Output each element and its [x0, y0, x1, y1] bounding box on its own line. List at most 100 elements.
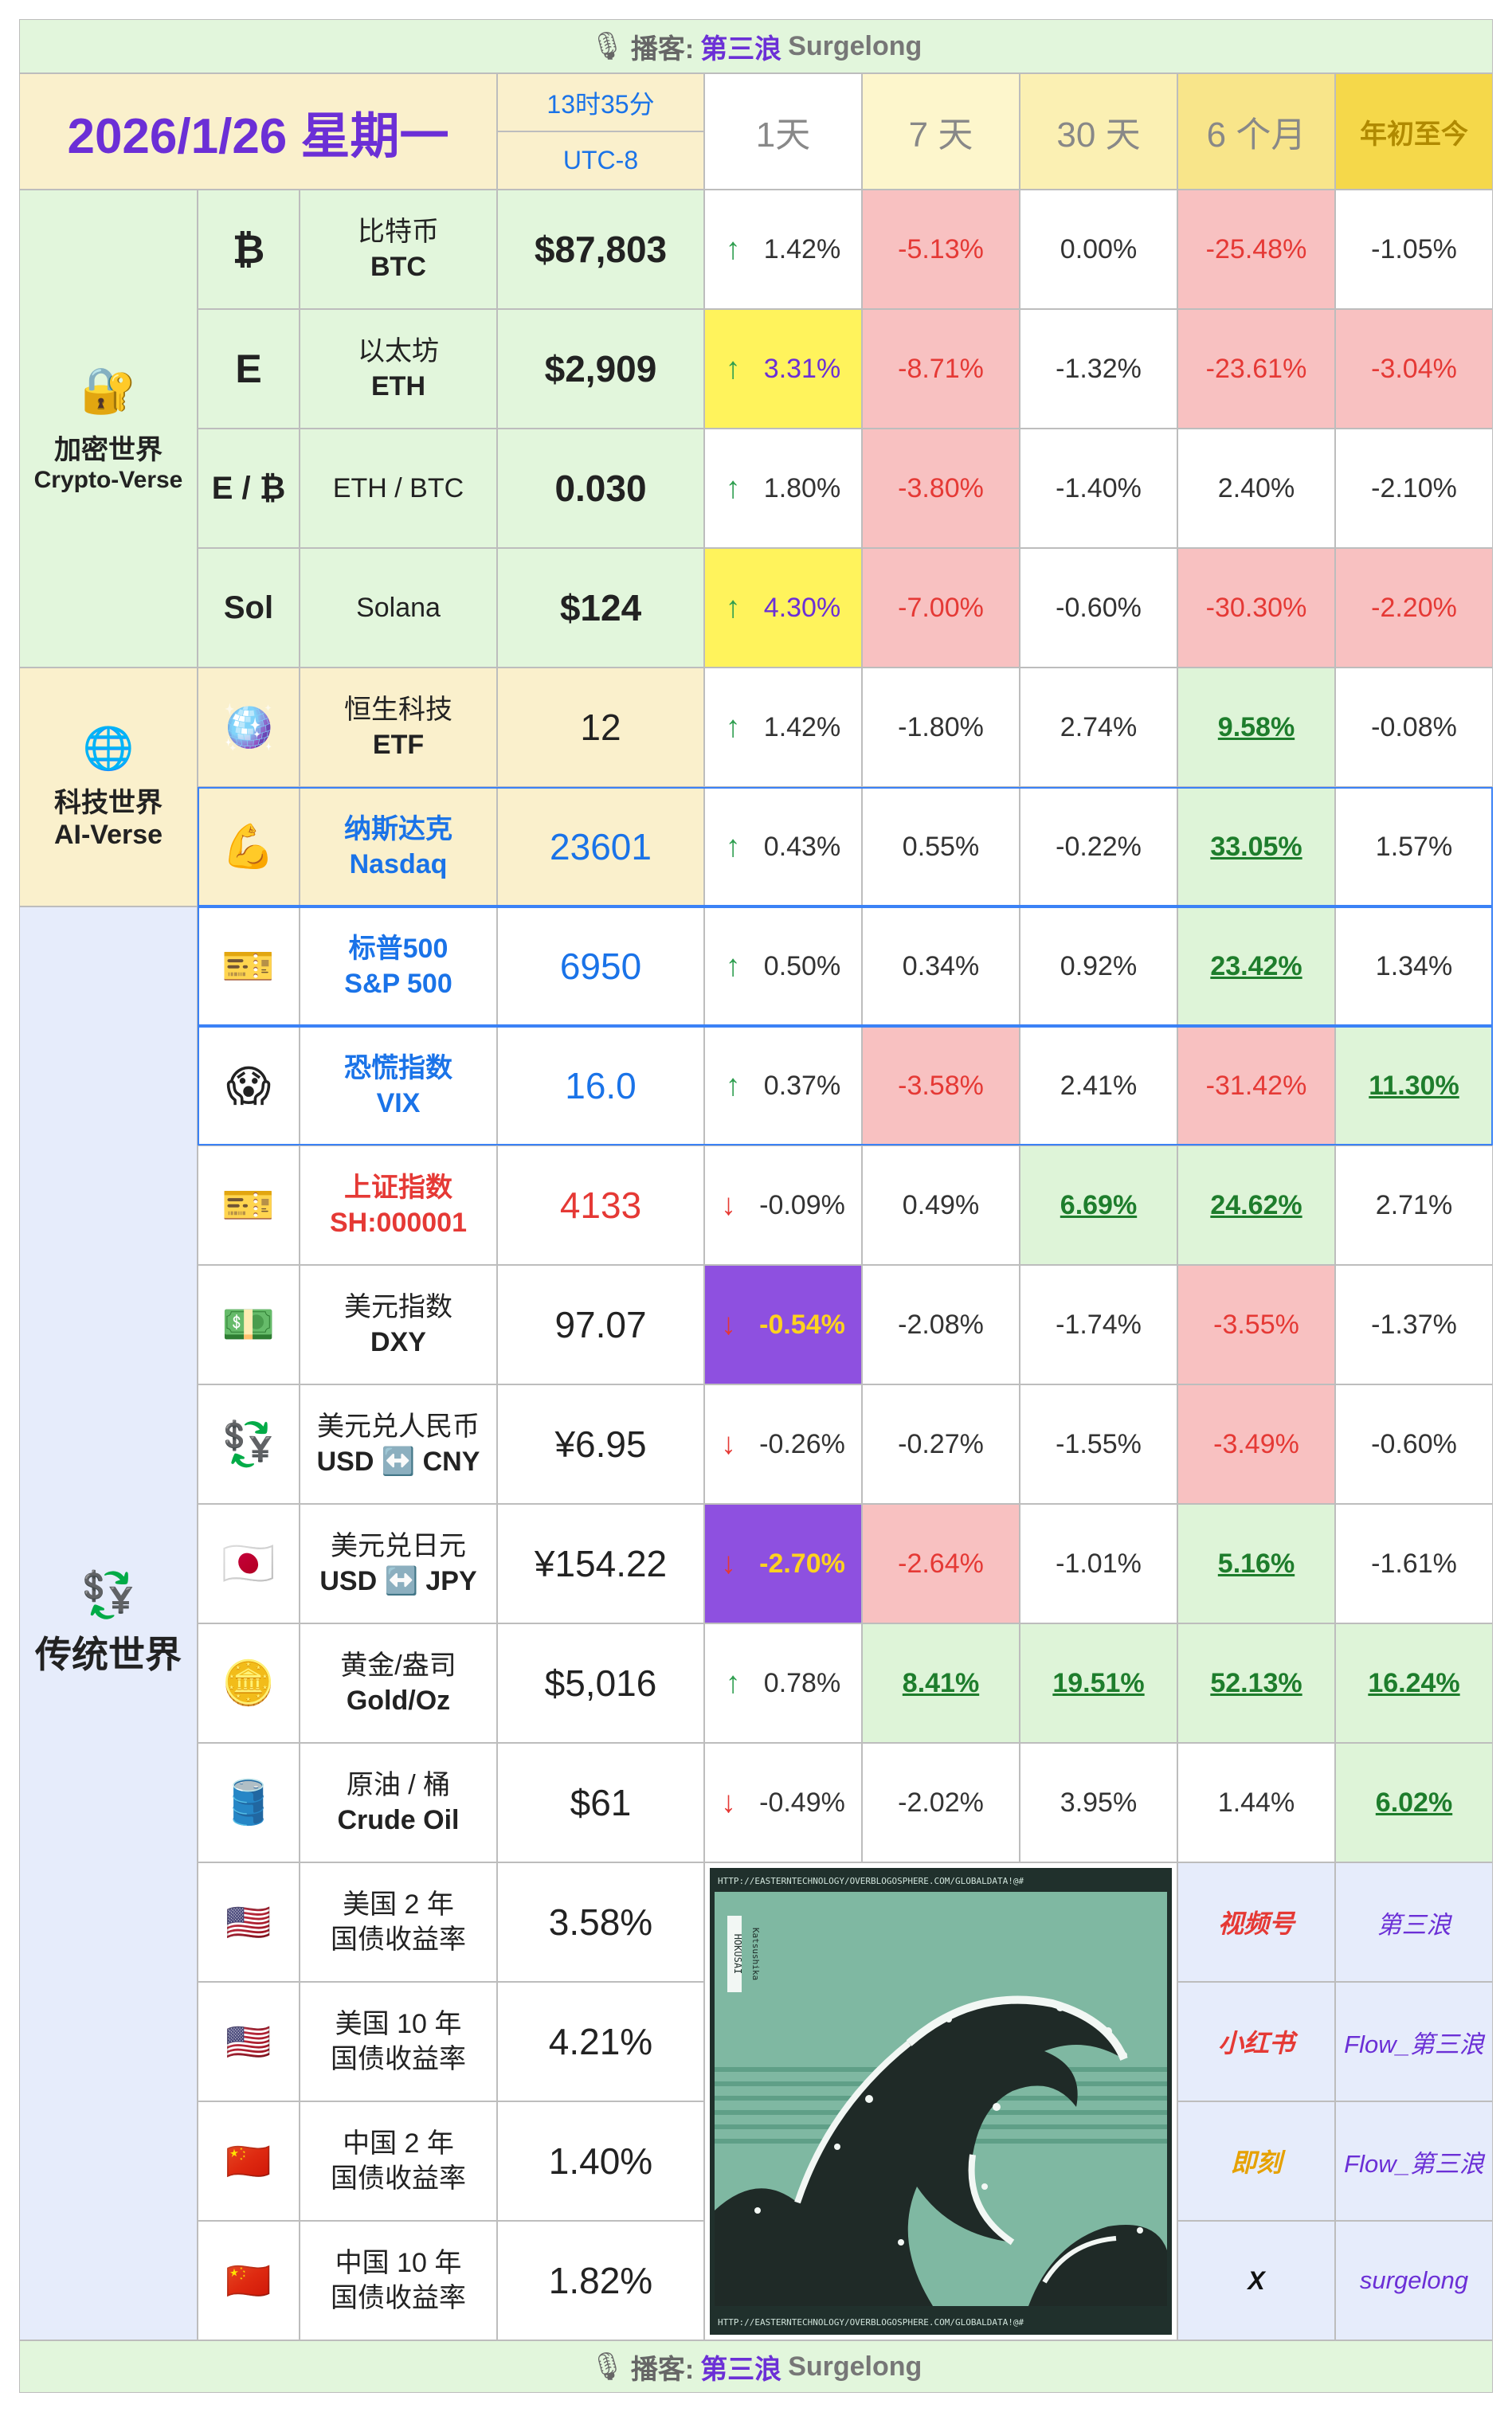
change-value: 0.55% [902, 831, 980, 862]
asset-symbol: Nasdaq [349, 849, 448, 879]
china-flag-icon: 🇨🇳 [225, 2259, 272, 2301]
change-cell: -0.08% [1335, 668, 1493, 787]
date-text: 2026/1/26 星期一 [67, 109, 449, 164]
change-value: 0.49% [902, 1189, 980, 1220]
arrow-up-icon: ↑ [725, 471, 741, 505]
asset-name-cell: 美元兑人民币 USD ↔️ CNY [300, 1384, 497, 1504]
asset-value-cell: 16.0 [497, 1026, 704, 1145]
section-tech-cn: 科技世界 [54, 787, 163, 818]
change-cell: -7.00% [862, 548, 1020, 668]
social-platform: X [1248, 2265, 1265, 2295]
timezone-text: UTC-8 [562, 146, 639, 174]
change-value: 0.92% [1060, 950, 1138, 981]
disco-ball-icon: 🪩 [221, 703, 276, 751]
social-handle-link[interactable]: Flow_第三浪 [1344, 2149, 1484, 2178]
asset-value: ¥154.22 [534, 1543, 668, 1584]
arrow-down-icon: ↓ [721, 1427, 737, 1461]
change-value: -5.13% [898, 233, 984, 264]
asset-symbol: BTC [370, 252, 426, 282]
change-value: -2.70% [759, 1548, 845, 1579]
asset-symbol: S&P 500 [344, 969, 452, 999]
period-header: 30 天 [1020, 73, 1177, 190]
bond-subtitle: 国债收益率 [331, 2163, 466, 2194]
change-value: -31.42% [1205, 1070, 1307, 1101]
change-cell: 16.24% [1335, 1623, 1493, 1743]
social-platform: 即刻 [1230, 2148, 1282, 2177]
social-handle-cell[interactable]: Flow_第三浪 [1335, 1982, 1493, 2101]
change-cell: ↓ -0.49% [704, 1743, 862, 1862]
bond-value-cell: 3.58% [497, 1862, 704, 1982]
asset-value-cell: 97.07 [497, 1265, 704, 1384]
asset-symbol: Gold/Oz [346, 1686, 451, 1716]
change-value: -7.00% [898, 592, 984, 623]
bond-icon-cell: 🇺🇸 [198, 1862, 300, 1982]
bond-name-cell: 中国 10 年国债收益率 [300, 2221, 497, 2340]
change-value: -1.40% [1056, 472, 1142, 503]
change-value: -3.49% [1213, 1428, 1299, 1459]
bond-name: 美国 10 年 [335, 2008, 462, 2039]
ethereum-icon: E [235, 347, 262, 391]
change-cell: -5.13% [862, 190, 1020, 309]
flexed-arm-icon: 💪 [221, 822, 276, 871]
asset-name: 比特币 [358, 216, 439, 247]
bond-icon-cell: 🇨🇳 [198, 2101, 300, 2221]
social-handle-cell[interactable]: 第三浪 [1335, 1862, 1493, 1982]
asset-value: 6950 [559, 946, 642, 987]
asset-value: 0.030 [554, 468, 647, 509]
change-value: -2.20% [1371, 592, 1457, 623]
social-handle-cell[interactable]: Flow_第三浪 [1335, 2101, 1493, 2221]
solana-icon: Sol [223, 589, 274, 625]
change-value: 0.00% [1060, 233, 1138, 264]
asset-name: 上证指数 [344, 1172, 452, 1203]
period-header: 7 天 [862, 73, 1020, 190]
asset-name-cell: 美元兑日元 USD ↔️ JPY [300, 1504, 497, 1623]
change-cell: 0.34% [862, 906, 1020, 1026]
change-cell: 5.16% [1177, 1504, 1335, 1623]
change-value: -0.54% [759, 1309, 845, 1340]
change-cell: -1.61% [1335, 1504, 1493, 1623]
asset-value-cell: 4133 [497, 1145, 704, 1265]
change-value: -3.58% [898, 1070, 984, 1101]
section-traditional: 💱 传统世界 [19, 906, 198, 2340]
bond-yield: 1.82% [548, 2260, 653, 2301]
asset-icon-cell: E / ₿ [198, 429, 300, 548]
asset-name: 美元指数 [344, 1291, 452, 1322]
arrow-up-icon: ↑ [725, 829, 741, 863]
change-cell: -8.71% [862, 309, 1020, 429]
asset-symbol: ETH [371, 371, 425, 401]
change-value: -2.02% [898, 1787, 984, 1818]
eth-btc-icon: E / ₿ [211, 470, 286, 506]
asset-value: 4133 [559, 1184, 642, 1226]
change-value: 8.41% [902, 1667, 980, 1698]
us-flag-icon: 🇺🇸 [225, 1901, 272, 1943]
social-handle-link[interactable]: surgelong [1359, 2266, 1469, 2294]
social-handle-link[interactable]: Flow_第三浪 [1344, 2030, 1484, 2058]
time-cell: 13时35分 [497, 73, 704, 131]
social-handle-link[interactable]: 第三浪 [1377, 1910, 1451, 1939]
change-value: -3.55% [1213, 1309, 1299, 1340]
asset-name: 纳斯达克 [344, 813, 452, 844]
asset-name-cell: Solana [300, 548, 497, 668]
asset-name: 黄金/盎司 [340, 1650, 456, 1681]
change-value: -2.08% [898, 1309, 984, 1340]
asset-symbol: USD ↔️ JPY [319, 1566, 477, 1596]
asset-name: 美元兑日元 [331, 1530, 466, 1561]
asset-value-cell: $2,909 [497, 309, 704, 429]
section-tech-en: AI-Verse [53, 819, 163, 850]
ticket-icon: 🎫 [221, 1181, 276, 1229]
social-handle-cell[interactable]: surgelong [1335, 2221, 1493, 2340]
change-value: 3.31% [763, 353, 841, 384]
change-value: -1.74% [1056, 1309, 1142, 1340]
change-cell: -25.48% [1177, 190, 1335, 309]
great-wave-circuit-image: HOKUSAI Katsushika HTTP://EASTERNTECHNOL… [710, 1868, 1172, 2335]
change-cell: 1.44% [1177, 1743, 1335, 1862]
bond-subtitle: 国债收益率 [331, 2283, 466, 2313]
bond-icon-cell: 🇨🇳 [198, 2221, 300, 2340]
asset-icon-cell: 🎫 [198, 906, 300, 1026]
arrow-down-icon: ↓ [721, 1785, 737, 1819]
change-cell: 2.71% [1335, 1145, 1493, 1265]
asset-icon-cell: 🛢️ [198, 1743, 300, 1862]
artwork-side-text: Katsushika [750, 1928, 761, 1980]
change-value: -0.49% [759, 1787, 845, 1818]
change-value: -1.80% [898, 711, 984, 742]
